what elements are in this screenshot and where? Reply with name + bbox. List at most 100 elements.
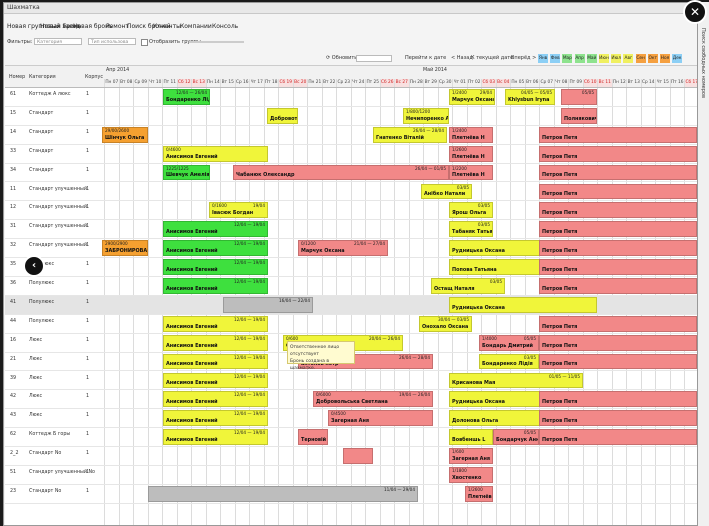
booking-bar[interactable]: Петров Петя — [539, 410, 697, 427]
table-row[interactable]: 51 Стандарт улучшенный No 1 — [5, 466, 697, 485]
table-row[interactable]: 21 Люкс 1 — [5, 353, 697, 372]
booking-bar[interactable]: Петров Петя — [539, 391, 697, 408]
table-row[interactable]: 2_2 Стандарт No 1 — [5, 447, 697, 466]
booking-bar[interactable]: 01/05 — 11/05 Крисанова Мая — [449, 372, 583, 389]
booking-bar[interactable]: Петров Петя — [539, 183, 697, 200]
booking-bar[interactable]: 0/6000 19/04 — 26/04 Добровольська Светлан… — [313, 391, 433, 408]
booking-bar[interactable]: 12/04 — 19/04 Анисимов Евгений — [163, 391, 268, 408]
booking-bar[interactable]: 2900/2900ЗАБРОНИРОВАНО — [102, 240, 148, 257]
menu-item[interactable]: Поиск броней — [127, 23, 171, 30]
booking-bar[interactable]: 12/04 — 19/04 Анисимов Евгений — [163, 410, 268, 427]
booking-bar[interactable]: 03/05 Бондаренко Лідія — [479, 353, 539, 370]
table-row[interactable]: 61 Коттедж А люкс 1 — [5, 88, 697, 107]
menu-item[interactable]: Новая бронь — [73, 23, 113, 30]
booking-bar[interactable]: 12/04 — 19/04 Анисимов Евгений — [163, 315, 268, 332]
booking-bar[interactable]: Петров Петя — [539, 353, 697, 370]
month-button[interactable]: Дек — [672, 54, 683, 63]
refresh-button[interactable]: ⟳ Обновить — [326, 55, 357, 61]
month-button[interactable]: Мар — [562, 54, 573, 63]
booking-bar[interactable]: Добровоть — [267, 107, 298, 124]
booking-bar[interactable]: 1/2400 Плетнёва Н — [449, 126, 493, 143]
usage-type-select[interactable]: Тип использова — [88, 38, 136, 45]
month-button[interactable]: Ноя — [660, 54, 670, 63]
date-input[interactable] — [356, 55, 392, 62]
booking-bar[interactable]: Петров Петя — [539, 429, 697, 446]
month-button[interactable]: Фев — [550, 54, 561, 63]
table-row[interactable]: 15 Стандарт 1 — [5, 107, 697, 126]
goto-date-button[interactable]: Перейти к дате — [405, 55, 447, 61]
booking-bar[interactable]: 11/04 — 29/04 — [148, 485, 418, 502]
booking-bar[interactable]: 26/04 — 01/05 Чабанюк Олександр — [233, 164, 449, 181]
booking-bar[interactable]: 1/2400 29/04 Марчук Оксана — [449, 89, 495, 105]
month-button[interactable]: Авг — [623, 54, 634, 63]
booking-bar[interactable]: 12/04 — 19/04 Анисимов Евгений — [163, 278, 268, 294]
booking-bar[interactable]: 1/4000 05/05 Бондарь Дмитрий — [479, 334, 539, 351]
booking-bar[interactable]: 0/4500 Загерная Аня — [328, 410, 433, 427]
booking-bar[interactable]: Терновiй — [298, 429, 328, 446]
booking-bar[interactable]: Полнякович — [561, 107, 597, 124]
booking-bar[interactable]: Петров Петя — [539, 126, 697, 143]
table-row[interactable]: 31 Стандарт улучшенный 1 — [5, 220, 697, 240]
month-button[interactable]: Июн — [599, 54, 609, 63]
table-row[interactable]: 62 Коттедж Б горы 1 — [5, 428, 697, 448]
booking-bar[interactable]: Петров Петя — [539, 259, 697, 275]
booking-bar[interactable]: 05/05 Бондарчук Анна — [493, 429, 539, 446]
booking-bar[interactable]: 30/04 — 03/05 Онохало Оксана — [419, 315, 472, 332]
booking-bar[interactable]: 1/2200 Плетнёва Н — [449, 164, 493, 181]
room-search-panel[interactable]: Поиск свободных номеров — [697, 2, 709, 526]
menu-item[interactable]: Новый заезд — [40, 23, 81, 30]
booking-bar[interactable]: 12/04 — 19/04 Анисимов Евгений — [163, 259, 268, 275]
table-row[interactable]: 42 Люкс 1 — [5, 390, 697, 410]
booking-bar[interactable]: 0/1200 21/04 — 27/04 Марчук Оксана — [298, 240, 388, 257]
booking-bar[interactable]: 12/04 — 19/04 Анисимов Евгений — [163, 221, 268, 238]
table-row[interactable]: 34 Стандарт 1 — [5, 164, 697, 183]
month-button[interactable]: Сен — [635, 54, 646, 63]
table-row[interactable]: 32 Стандарт улучшенный 1 — [5, 239, 697, 259]
menu-item[interactable]: Ремонт — [106, 23, 129, 30]
table-row[interactable]: 14 Стандарт 1 — [5, 126, 697, 145]
chevron-left-icon[interactable]: ‹ — [23, 255, 45, 277]
zoom-slider[interactable] — [189, 41, 244, 43]
booking-bar[interactable]: Петров Петя — [539, 240, 697, 257]
booking-bar[interactable]: Рудницька Оксана — [449, 296, 597, 313]
forward-button[interactable]: Вперёд > — [511, 55, 537, 61]
month-button[interactable]: Май — [586, 54, 597, 63]
table-row[interactable]: 43 Люкс 1 — [5, 409, 697, 429]
menu-item[interactable]: Компании — [180, 23, 212, 30]
category-select[interactable]: Категория — [34, 38, 82, 45]
booking-bar[interactable]: 04/05 — 05/05 Khlysbun Iryna — [505, 89, 555, 105]
booking-bar[interactable]: Петров Петя — [539, 278, 697, 294]
booking-bar[interactable]: 26/04 — 28/04 Гнатенко Віталій — [373, 126, 447, 143]
booking-bar[interactable]: 12/04 — 19/04 Анисимов Евгений — [163, 372, 268, 389]
booking-bar[interactable]: 29/00/2600 Шінчук Ольга — [102, 126, 148, 143]
menu-item[interactable]: Новая групповая бронь — [7, 23, 82, 30]
table-row[interactable]: 44 Полулюкс 1 — [5, 315, 697, 334]
booking-bar[interactable]: 12/04 — 19/04 Анисимов Евгений — [163, 240, 268, 257]
booking-bar[interactable] — [343, 448, 373, 464]
booking-bar[interactable]: 1225/1225 Шевчук Амелія — [163, 164, 210, 181]
menu-item[interactable]: Консоль — [212, 23, 239, 30]
booking-bar[interactable]: 1/1800 Хвостенко — [449, 467, 493, 483]
booking-bar[interactable]: Петров Петя — [539, 202, 697, 219]
booking-bar[interactable]: Петров Петя — [539, 315, 697, 332]
booking-bar[interactable]: Петров Петя — [539, 221, 697, 238]
booking-bar[interactable]: 0/4600 Анисимов Евгений — [163, 145, 268, 162]
table-row[interactable]: 36 Полулюкс 1 — [5, 277, 697, 296]
booking-bar[interactable]: 03/05 Остащ Наталя — [431, 278, 505, 294]
booking-bar[interactable]: 05/05 — [561, 89, 597, 105]
booking-bar[interactable]: Петров Петя — [539, 164, 697, 181]
table-row[interactable]: 11 Стандарт улучшенный 1 — [5, 183, 697, 202]
month-button[interactable]: Окт — [647, 54, 658, 63]
month-button[interactable]: Июл — [611, 54, 622, 63]
today-button[interactable]: К текущей дате — [471, 55, 514, 61]
table-row[interactable]: 39 Люкс 1 — [5, 372, 697, 391]
month-button[interactable]: Апр — [574, 54, 585, 63]
month-button[interactable]: Янв — [538, 54, 548, 63]
menu-item[interactable]: Клиенты — [153, 23, 181, 30]
back-button[interactable]: < Назад — [451, 55, 473, 61]
